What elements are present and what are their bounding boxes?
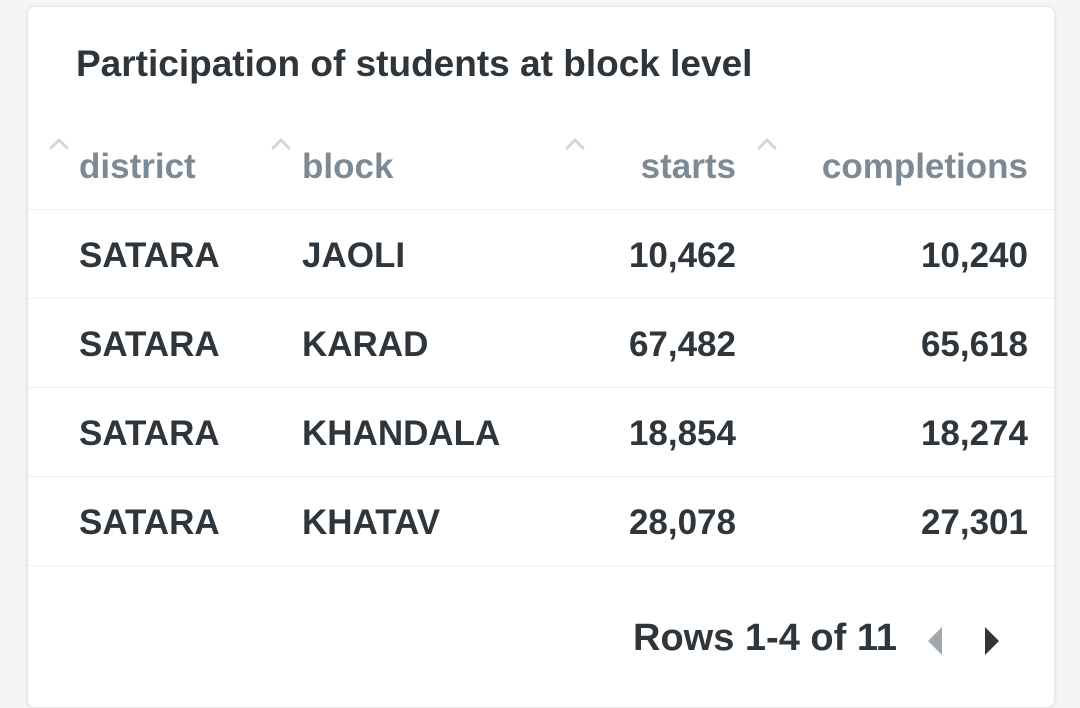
column-header-block[interactable]: block [302, 147, 394, 186]
table-row: SATARA KHANDALA 18,854 18,274 [28, 388, 1054, 477]
sort-ascending-icon[interactable] [48, 135, 70, 151]
sort-ascending-icon[interactable] [756, 135, 778, 151]
table-card: Participation of students at block level… [27, 6, 1055, 708]
cell-block: KHANDALA [302, 414, 501, 453]
cell-completions: 27,301 [920, 503, 1028, 542]
chevron-right-icon[interactable] [977, 623, 1007, 659]
cell-district: SATARA [79, 325, 220, 364]
cell-completions: 65,618 [920, 325, 1028, 364]
chevron-left-icon[interactable] [920, 623, 950, 659]
cell-starts: 28,078 [628, 503, 736, 542]
cell-completions: 18,274 [920, 414, 1028, 453]
card-title: Participation of students at block level [76, 43, 753, 84]
cell-block: KHATAV [302, 503, 441, 542]
cell-district: SATARA [79, 414, 220, 453]
cell-district: SATARA [79, 236, 220, 275]
cell-district: SATARA [79, 503, 220, 542]
cell-starts: 18,854 [628, 414, 736, 453]
table-row: SATARA KARAD 67,482 65,618 [28, 299, 1054, 388]
cell-completions: 10,240 [920, 236, 1028, 275]
sort-ascending-icon[interactable] [564, 135, 586, 151]
pagination: Rows 1-4 of 11 [28, 597, 1054, 687]
sort-ascending-icon[interactable] [270, 135, 292, 151]
column-header-starts[interactable]: starts [640, 147, 736, 186]
cell-starts: 10,462 [628, 236, 736, 275]
table-row: SATARA KHATAV 28,078 27,301 [28, 477, 1054, 566]
cell-block: JAOLI [302, 236, 406, 275]
pagination-label: Rows 1-4 of 11 [633, 617, 897, 659]
column-header-district[interactable]: district [79, 147, 196, 186]
column-header-completions[interactable]: completions [821, 147, 1028, 186]
table-row: SATARA JAOLI 10,462 10,240 [28, 210, 1054, 299]
cell-block: KARAD [302, 325, 429, 364]
table-header: district block starts completions [28, 125, 1054, 210]
cell-starts: 67,482 [628, 325, 736, 364]
